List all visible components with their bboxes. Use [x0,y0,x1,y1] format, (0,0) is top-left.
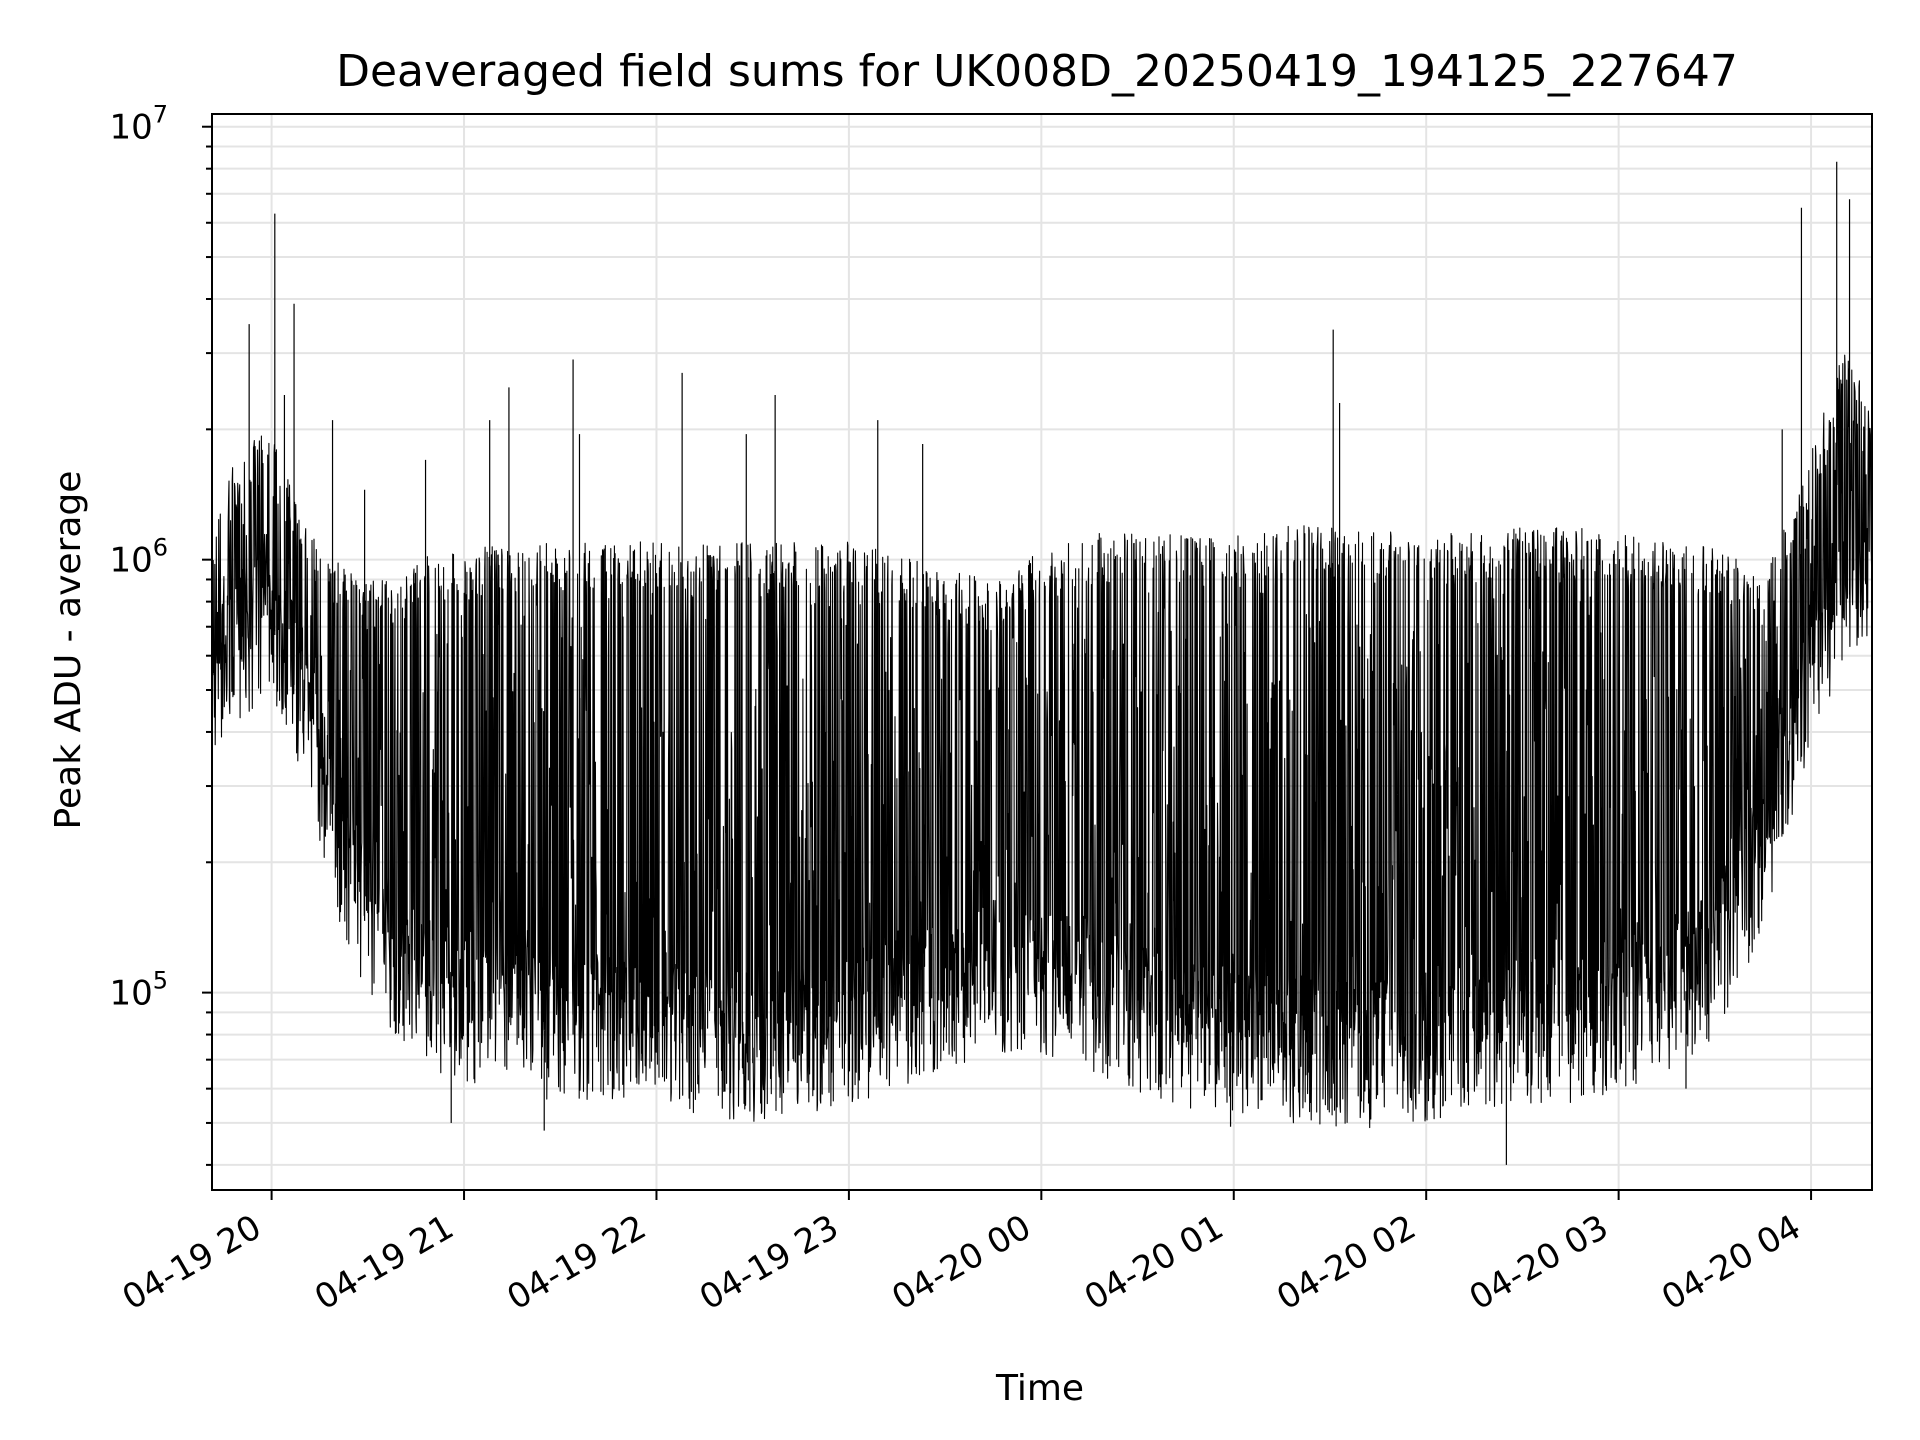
x-tick-label: 04-20 02 [1270,1207,1422,1318]
series-line [211,354,1873,1129]
x-tick-label: 04-19 20 [116,1207,268,1318]
x-tick-label: 04-19 22 [501,1207,653,1318]
x-tick-label: 04-19 23 [693,1207,845,1318]
x-tick-label: 04-20 03 [1463,1207,1615,1318]
x-tick-label: 04-20 00 [885,1207,1037,1318]
chart-title: Deaveraged field sums for UK008D_2025041… [336,46,1738,97]
y-tick-label: 106 [109,534,168,581]
x-tick-label: 04-19 21 [308,1207,460,1318]
y-axis: 105 106 107 [109,101,212,1166]
y-tick-label: 107 [109,101,168,148]
x-axis-label: Time [995,1368,1084,1409]
y-tick-label: 105 [109,967,168,1014]
x-tick-label: 04-20 01 [1078,1207,1230,1318]
series-layer [211,161,1873,1165]
y-axis-label: Peak ADU - average [48,471,89,830]
x-tick-label: 04-20 04 [1655,1207,1807,1318]
x-axis: 04-19 20 04-19 21 04-19 22 04-19 23 04-20 00… [116,1190,1813,1318]
